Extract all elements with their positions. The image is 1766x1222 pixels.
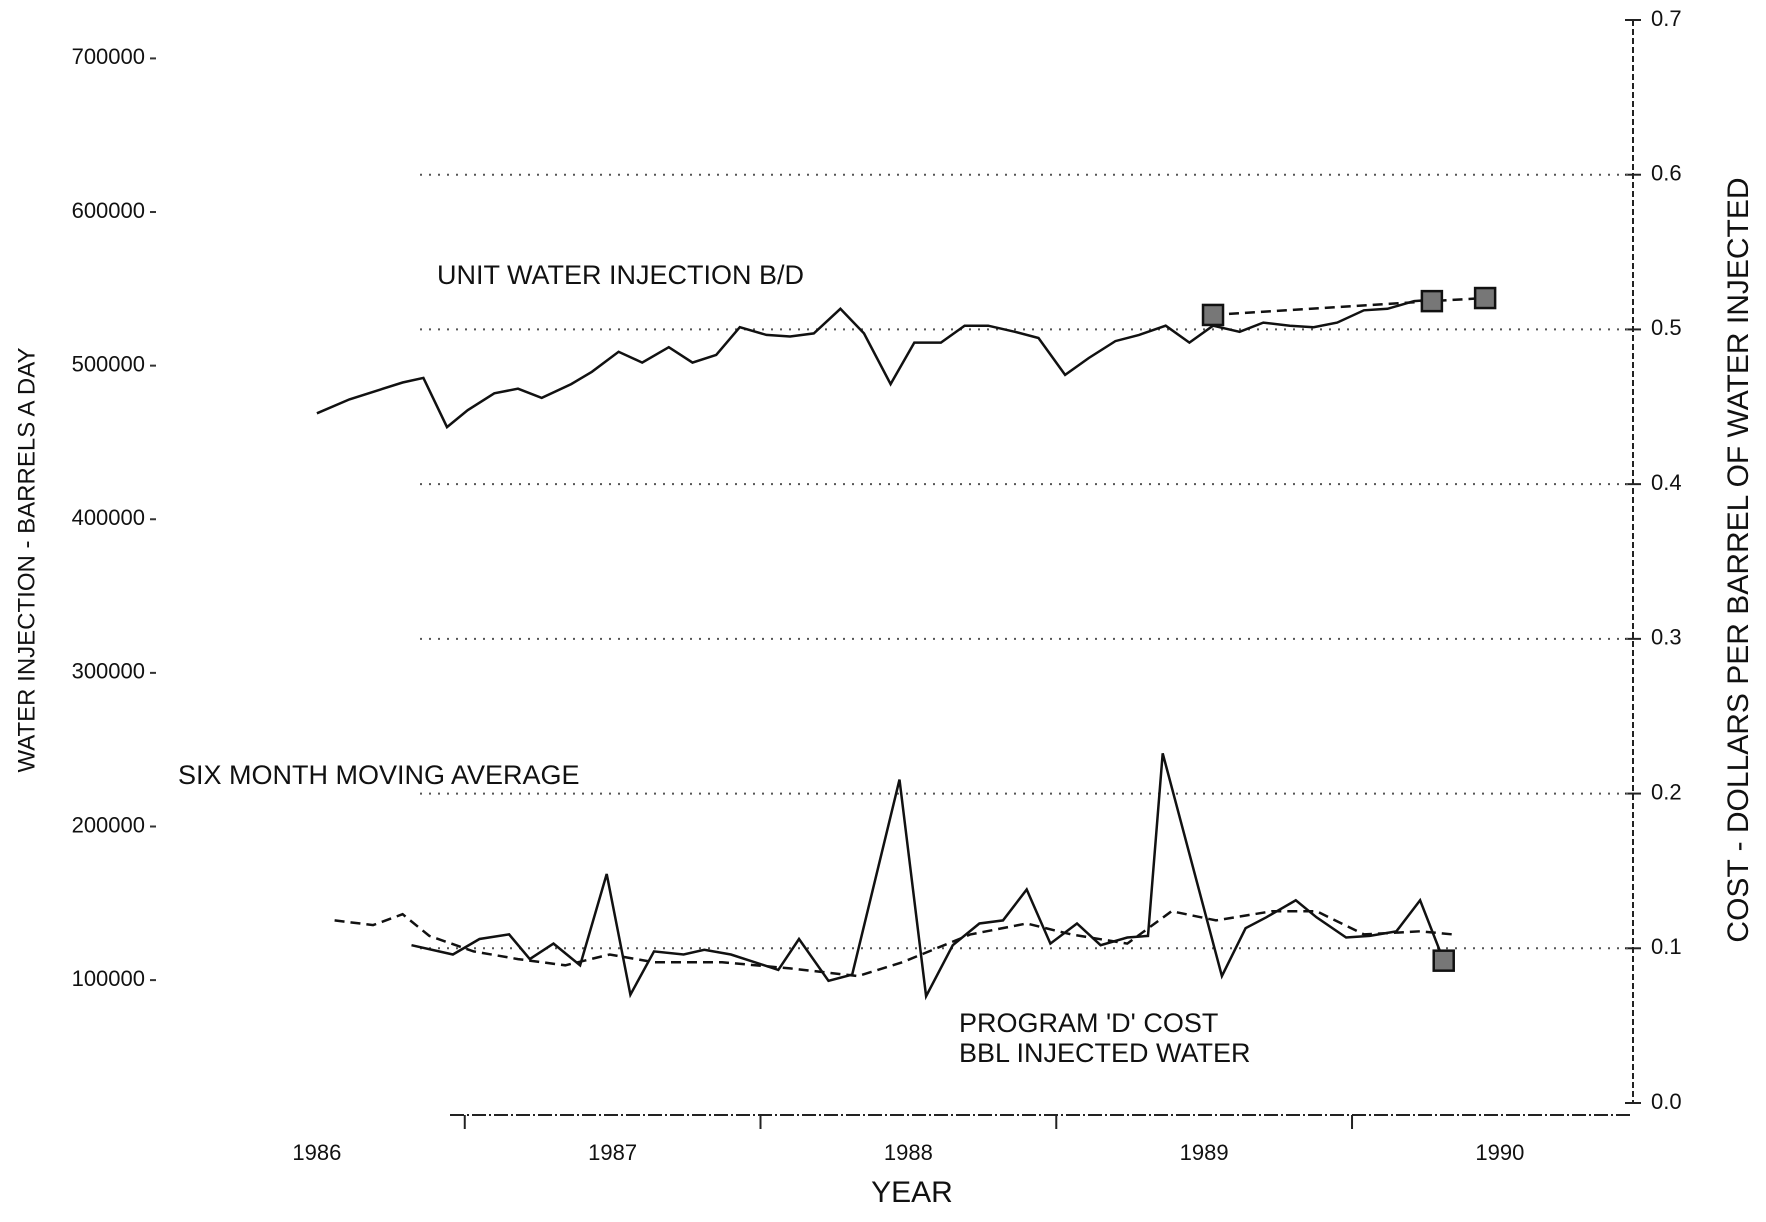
- y-tick-label: 700000: [72, 44, 145, 69]
- y2-tick-label: 0.6: [1651, 161, 1682, 186]
- point-marker: [1473, 286, 1497, 310]
- point-marker: [1420, 289, 1444, 313]
- y2-tick-label: 0.3: [1651, 625, 1682, 650]
- y2-axis-title: COST - DOLLARS PER BARREL OF WATER INJEC…: [1722, 177, 1755, 942]
- y2-tick-label: 0.5: [1651, 315, 1682, 340]
- annotation: BBL INJECTED WATER: [959, 1038, 1251, 1068]
- y-tick-label: 500000: [72, 351, 145, 376]
- x-tick-label: 1986: [292, 1140, 341, 1165]
- x-tick-label: 1988: [884, 1140, 933, 1165]
- series-line: [334, 909, 1453, 978]
- series-line: [1212, 296, 1486, 317]
- annotation: PROGRAM 'D' COST: [959, 1008, 1218, 1038]
- y2-tick-label: 0.1: [1651, 934, 1682, 959]
- y2-tick-label: 0.4: [1651, 470, 1682, 495]
- x-tick-label: 1990: [1475, 1140, 1524, 1165]
- point-marker: [1201, 303, 1225, 327]
- series-line: [411, 752, 1445, 1001]
- y2-tick-label: 0.7: [1651, 6, 1682, 31]
- x-tick-label: 1987: [588, 1140, 637, 1165]
- x-axis-title: YEAR: [871, 1176, 953, 1209]
- series-line: [316, 298, 1435, 430]
- y-tick-label: 400000: [72, 505, 145, 530]
- x-tick-label: 1989: [1180, 1140, 1229, 1165]
- y2-tick-label: 0.2: [1651, 779, 1682, 804]
- y-tick-label: 300000: [72, 659, 145, 684]
- y2-tick-label: 0.0: [1651, 1089, 1682, 1114]
- y-tick-label: 100000: [72, 966, 145, 991]
- point-marker: [1432, 949, 1455, 972]
- annotation: SIX MONTH MOVING AVERAGE: [178, 760, 580, 790]
- annotation: UNIT WATER INJECTION B/D: [437, 260, 804, 290]
- y-tick-label: 600000: [72, 198, 145, 223]
- y-axis-title: WATER INJECTION - BARRELS A DAY: [13, 348, 40, 773]
- y-tick-label: 200000: [72, 812, 145, 837]
